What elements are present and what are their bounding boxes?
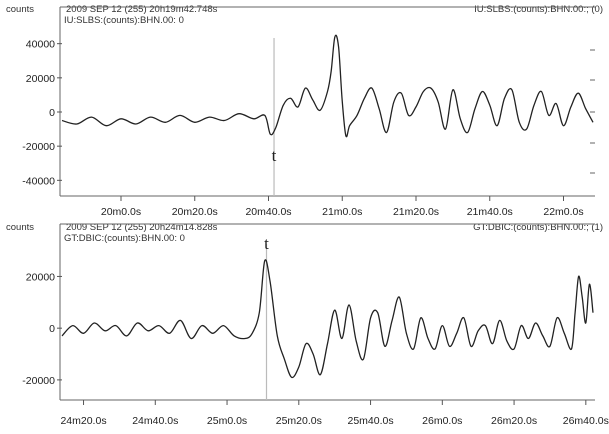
- panel-2-x-tick-label: 24m20.0s: [60, 415, 106, 427]
- panel-1: counts 2009 SEP 12 (255) 20h19m42.748s I…: [6, 4, 603, 218]
- panel-1-right-ticks: [590, 49, 595, 174]
- panel-1-y-tick-label: 40000: [26, 39, 55, 51]
- panel-2-trace-line: [61, 259, 594, 379]
- panel-1-x-tick-label: 21m20.0s: [393, 206, 439, 218]
- panel-2-y-unit: counts: [6, 222, 34, 233]
- panel-1-x-tick-label: 20m0.0s: [101, 206, 141, 218]
- panel-1-pick-label: t: [272, 146, 277, 165]
- panel-1-x-ticks: 20m0.0s 20m20.0s 20m40.0s 21m0.0s 21m20.0s 21…: [101, 196, 584, 218]
- panel-1-x-tick-label: 21m0.0s: [322, 206, 362, 218]
- panel-2-x-tick-label: 25m20.0s: [276, 415, 322, 427]
- panel-2-x-tick-label: 26m40.0s: [563, 415, 609, 427]
- panel-2-x-tick-label: 24m40.0s: [132, 415, 178, 427]
- panel-1-y-ticks: 40000 20000 0 -20000 -40000: [22, 39, 62, 187]
- panel-2-pick-label: t: [264, 234, 269, 253]
- panel-1-y-tick-label: 0: [49, 107, 55, 119]
- panel-2-channel-right: GT:DBIC:(counts):BHN.00:; (1): [473, 222, 603, 233]
- panel-1-channel-left: IU:SLBS:(counts):BHN.00: 0: [64, 15, 184, 26]
- panel-2-y-tick-label: 20000: [26, 271, 55, 283]
- panel-1-x-tick-label: 22m0.0s: [543, 206, 583, 218]
- panel-2: counts 2009 SEP 12 (255) 20h24m14.828s G…: [6, 222, 609, 427]
- panel-2-y-ticks: 20000 0 -20000: [22, 271, 62, 387]
- panel-2-x-tick-label: 25m40.0s: [347, 415, 393, 427]
- panel-1-y-tick-label: -40000: [22, 175, 55, 187]
- panel-1-y-tick-label: 20000: [26, 73, 55, 85]
- panel-1-trace-line: [61, 34, 594, 138]
- panel-2-x-tick-label: 26m0.0s: [422, 415, 462, 427]
- panel-2-x-ticks: 24m20.0s 24m40.0s 25m0.0s 25m20.0s 25m40.0s 2…: [60, 400, 609, 427]
- panel-2-y-tick-label: -20000: [22, 375, 55, 387]
- panel-2-channel-left: GT:DBIC:(counts):BHN.00: 0: [64, 233, 185, 244]
- panel-1-channel-right: IU:SLBS:(counts):BHN.00:; (0): [474, 4, 603, 15]
- panel-1-x-tick-label: 20m40.0s: [245, 206, 291, 218]
- panel-1-y-tick-label: -20000: [22, 141, 55, 153]
- panel-1-x-tick-label: 21m40.0s: [467, 206, 513, 218]
- panel-1-start-time: 2009 SEP 12 (255) 20h19m42.748s: [66, 4, 218, 15]
- panel-1-y-unit: counts: [6, 4, 34, 15]
- panel-2-x-tick-label: 26m20.0s: [491, 415, 537, 427]
- panel-1-x-tick-label: 20m20.0s: [172, 206, 218, 218]
- panel-2-x-tick-label: 25m0.0s: [207, 415, 247, 427]
- panel-2-y-tick-label: 0: [49, 323, 55, 335]
- panel-2-start-time: 2009 SEP 12 (255) 20h24m14.828s: [66, 222, 218, 233]
